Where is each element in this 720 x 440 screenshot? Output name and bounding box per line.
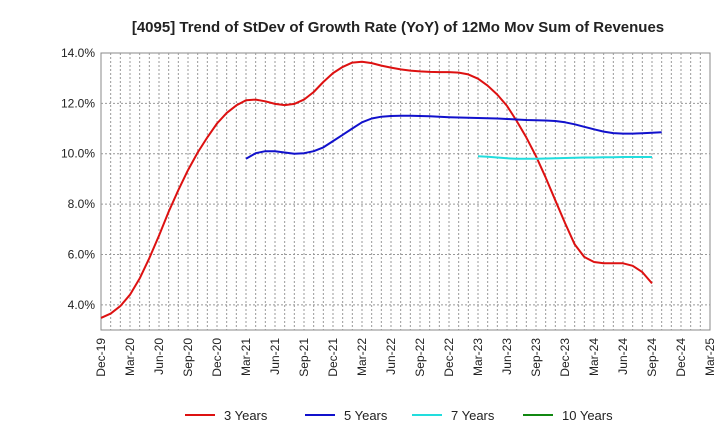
x-tick-label: Sep-24	[645, 338, 659, 377]
x-tick-label: Dec-19	[94, 338, 108, 377]
x-tick-label: Sep-23	[529, 338, 543, 377]
x-tick-label: Jun-24	[616, 338, 630, 375]
legend-label-10-years: 10 Years	[562, 408, 613, 423]
x-tick-label: Dec-21	[326, 338, 340, 377]
x-axis-ticks: Dec-19 Mar-20 Jun-20 Sep-20 Dec-20 Mar-21 Jun-…	[94, 338, 717, 377]
plot-area	[100, 52, 711, 331]
gridlines	[101, 53, 710, 330]
x-tick-label: Jun-22	[384, 338, 398, 375]
y-axis-ticks: 4.0% 6.0% 8.0% 10.0% 12.0% 14.0%	[61, 46, 95, 312]
y-tick-label: 4.0%	[68, 298, 96, 312]
x-tick-label: Dec-20	[210, 338, 224, 377]
x-tick-label: Mar-22	[355, 338, 369, 376]
series-lines	[100, 60, 662, 319]
x-tick-label: Mar-21	[239, 338, 253, 376]
y-tick-label: 14.0%	[61, 46, 95, 60]
series-line-5-years	[245, 114, 662, 160]
legend-label-3-years: 3 Years	[224, 408, 268, 423]
series-line-3-years	[100, 60, 653, 319]
y-tick-label: 8.0%	[68, 197, 96, 211]
series-line-7-years	[477, 155, 652, 160]
legend-label-7-years: 7 Years	[451, 408, 495, 423]
x-tick-label: Sep-22	[413, 338, 427, 377]
x-tick-label: Dec-22	[442, 338, 456, 377]
x-tick-label: Dec-23	[558, 338, 572, 377]
x-tick-label: Sep-20	[181, 338, 195, 377]
legend: 3 Years 5 Years 7 Years 10 Years	[185, 408, 613, 423]
x-tick-label: Jun-21	[268, 338, 282, 375]
y-tick-label: 10.0%	[61, 147, 95, 161]
x-tick-label: Sep-21	[297, 338, 311, 377]
x-tick-label: Mar-25	[703, 338, 717, 376]
chart-title: [4095] Trend of StDev of Growth Rate (Yo…	[132, 19, 664, 36]
y-tick-label: 12.0%	[61, 96, 95, 110]
x-tick-label: Dec-24	[674, 338, 688, 377]
x-tick-label: Mar-24	[587, 338, 601, 376]
x-tick-label: Mar-20	[123, 338, 137, 376]
x-tick-label: Mar-23	[471, 338, 485, 376]
x-tick-label: Jun-23	[500, 338, 514, 375]
y-tick-label: 6.0%	[68, 247, 96, 261]
legend-label-5-years: 5 Years	[344, 408, 388, 423]
x-tick-label: Jun-20	[152, 338, 166, 375]
